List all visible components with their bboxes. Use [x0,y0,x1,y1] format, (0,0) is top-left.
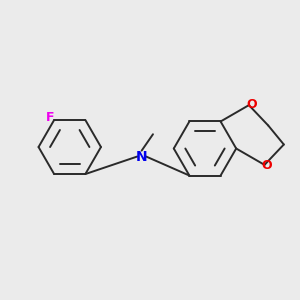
Text: N: N [136,149,148,164]
Text: F: F [46,110,55,124]
Text: O: O [246,98,256,111]
Text: O: O [262,159,272,172]
